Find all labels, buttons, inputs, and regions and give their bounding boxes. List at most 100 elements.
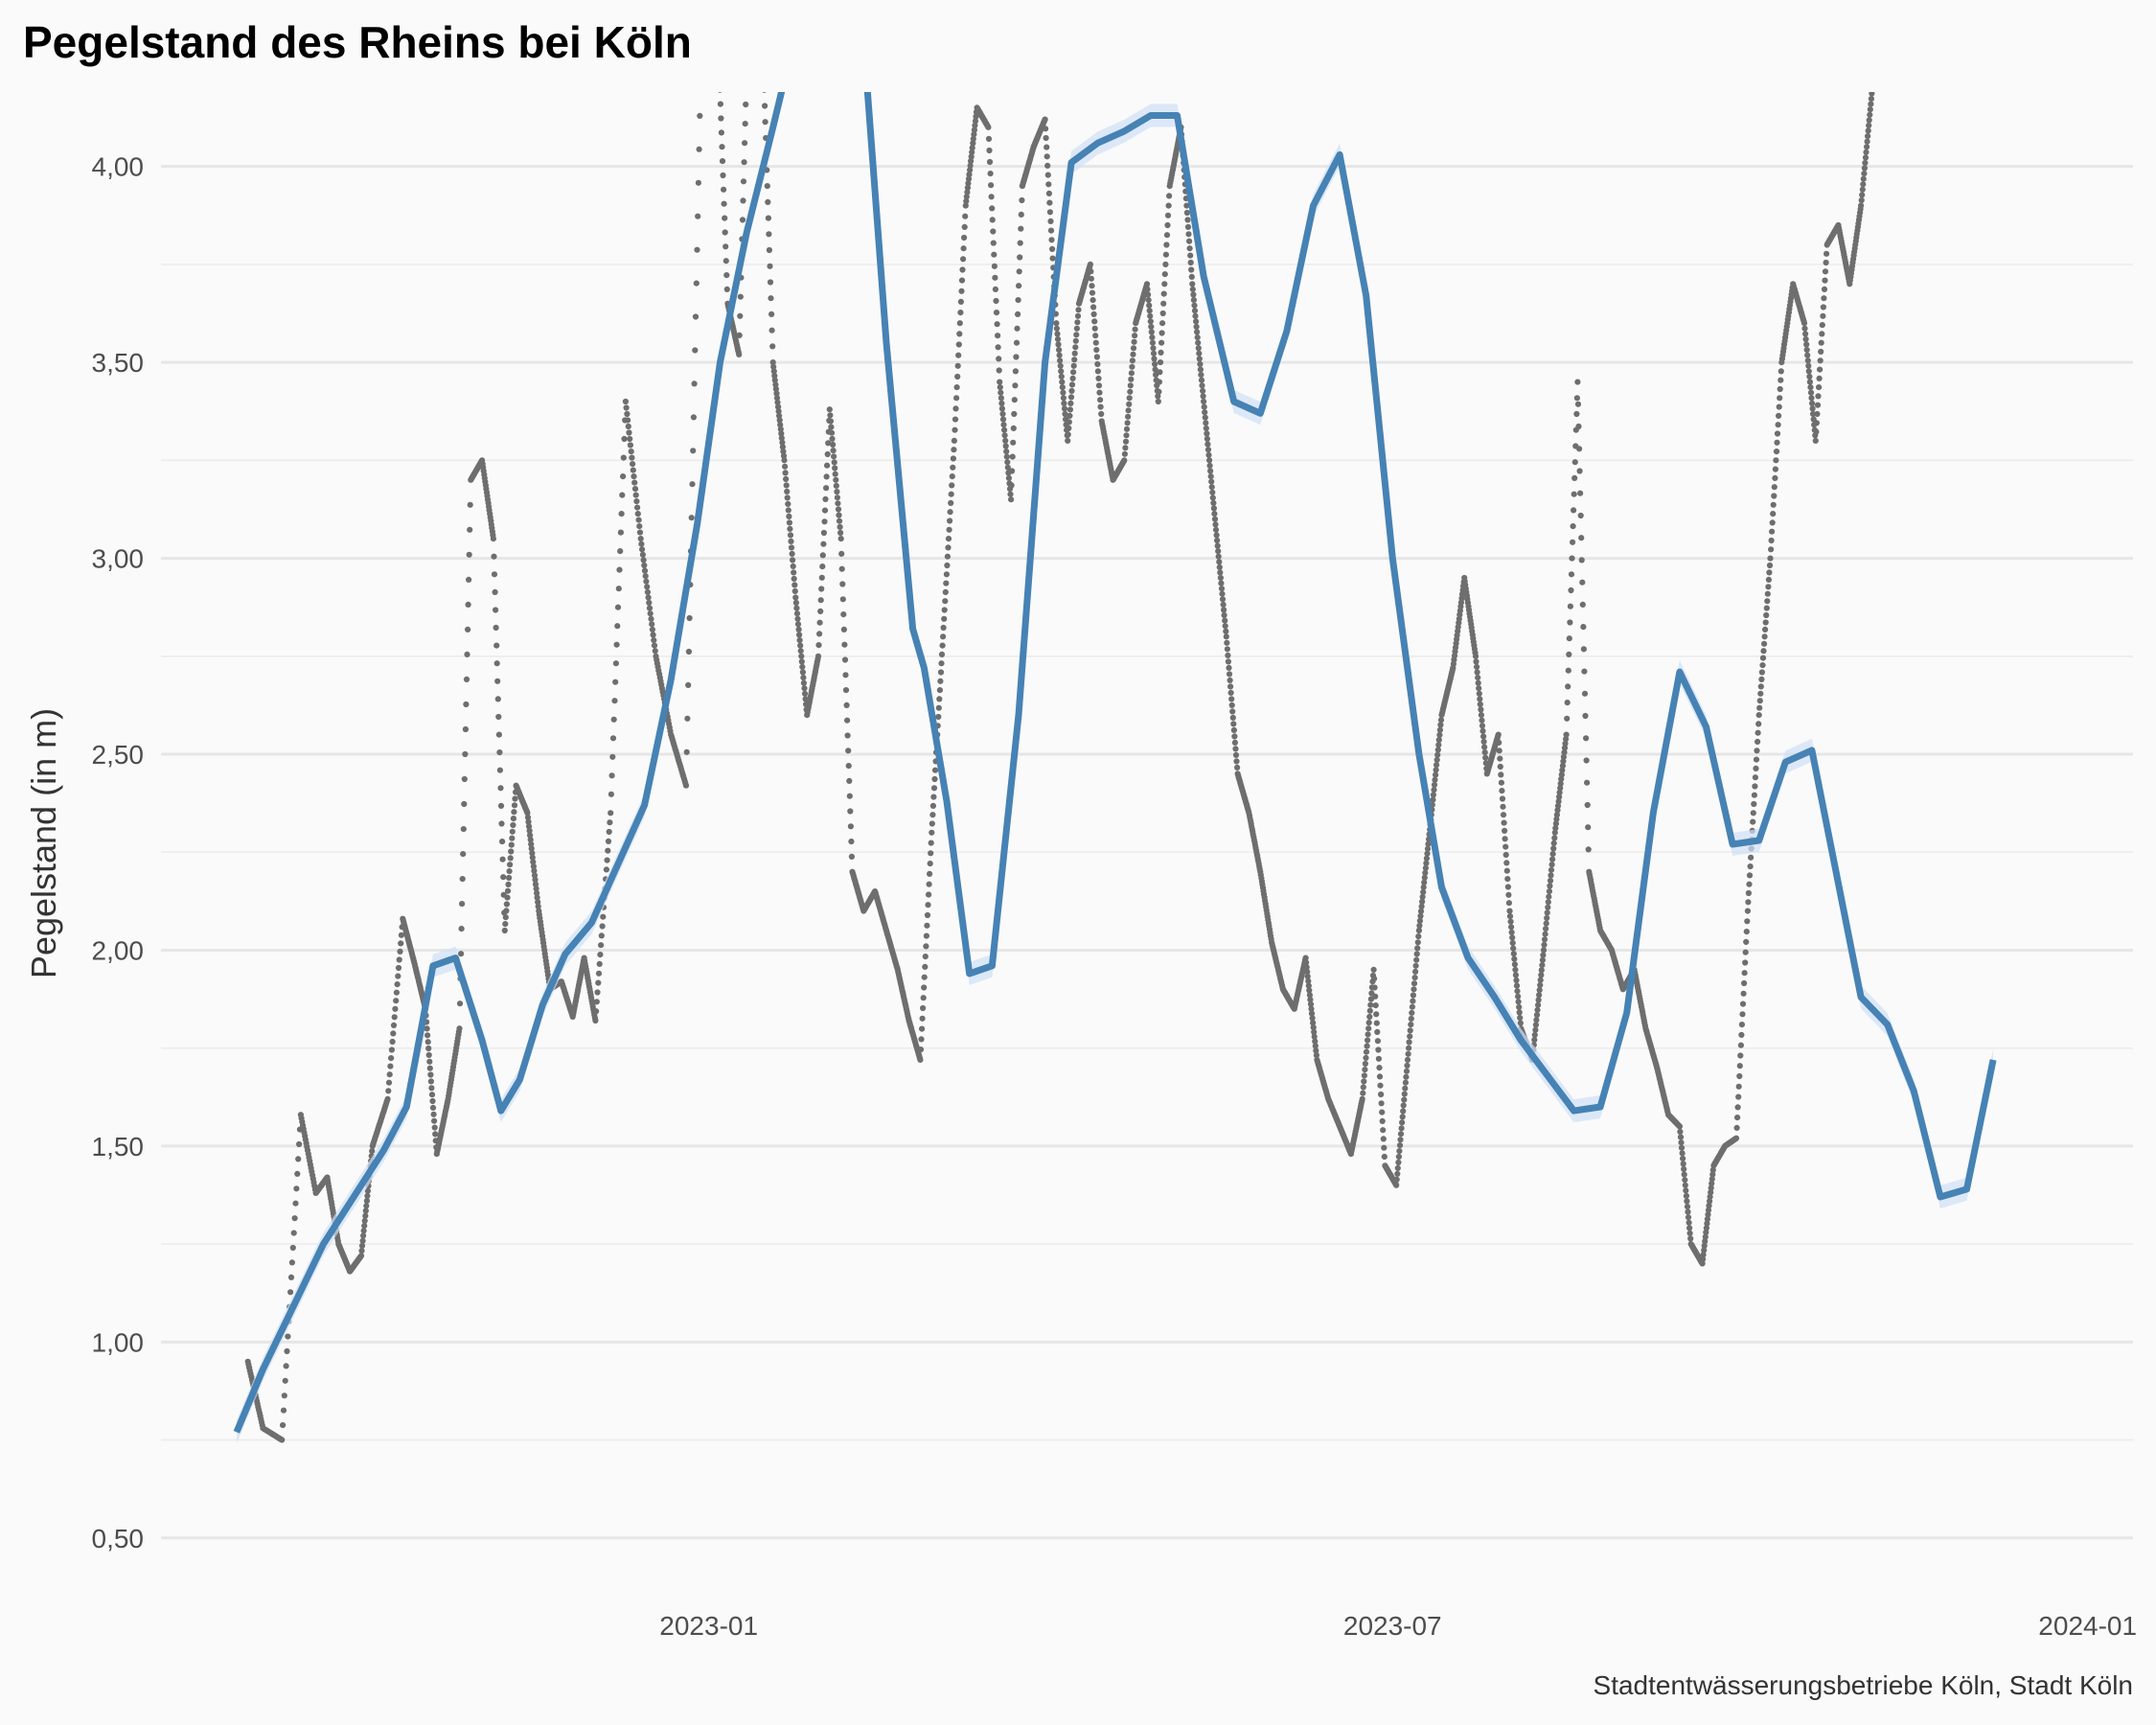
data-point	[1481, 749, 1488, 756]
data-point	[1089, 297, 1096, 304]
data-point	[393, 998, 400, 1004]
data-point	[1516, 1003, 1523, 1010]
data-point	[389, 1038, 396, 1046]
data-point	[1200, 393, 1206, 400]
data-point	[604, 857, 610, 863]
data-point	[1685, 1214, 1692, 1221]
data-point	[1770, 501, 1777, 508]
data-point	[647, 610, 654, 617]
data-point	[837, 523, 843, 531]
data-point	[717, 101, 724, 107]
data-point	[835, 500, 841, 507]
data-point	[1579, 579, 1586, 586]
data-point	[834, 488, 840, 495]
data-point	[766, 246, 773, 254]
data-point	[1090, 304, 1097, 310]
data-point	[1215, 553, 1222, 560]
data-point	[762, 92, 767, 93]
data-point	[646, 599, 653, 607]
data-point	[1553, 816, 1560, 822]
data-point	[1550, 840, 1557, 847]
data-point	[1762, 626, 1769, 633]
data-point	[1071, 350, 1078, 356]
data-point	[1372, 993, 1379, 1000]
data-point	[1744, 918, 1751, 925]
data-point	[1222, 623, 1228, 630]
data-point	[1157, 369, 1163, 376]
data-point	[1365, 1031, 1371, 1038]
data-point	[952, 426, 958, 433]
data-point	[394, 981, 401, 988]
data-point	[1699, 1260, 1706, 1267]
data-point	[923, 943, 929, 950]
data-point	[1701, 1242, 1708, 1250]
data-point	[797, 648, 804, 655]
y-tick-label: 1,00	[92, 1327, 145, 1357]
data-point	[1682, 1177, 1688, 1184]
data-point	[605, 847, 611, 854]
data-point	[1863, 149, 1869, 155]
data-point	[1680, 1155, 1686, 1162]
data-point	[1512, 966, 1519, 974]
data-point	[1816, 375, 1823, 381]
data-point	[1072, 337, 1079, 344]
data-point	[1310, 1020, 1317, 1026]
data-point	[1002, 437, 1009, 444]
data-point	[1537, 977, 1544, 983]
data-point	[1401, 1091, 1408, 1097]
data-point	[1506, 913, 1514, 920]
data-point	[1775, 422, 1781, 428]
data-point	[1580, 624, 1587, 631]
data-point	[1539, 956, 1546, 963]
data-point	[610, 716, 617, 723]
data-point	[1511, 955, 1518, 962]
data-point	[490, 536, 496, 542]
data-point	[1054, 331, 1061, 337]
data-point	[1565, 683, 1571, 690]
data-point	[1771, 493, 1778, 499]
data-point	[1425, 840, 1432, 847]
data-point	[1363, 1048, 1370, 1055]
data-point	[796, 637, 803, 644]
data-point	[608, 791, 615, 797]
data-point	[1304, 973, 1311, 980]
data-point	[937, 669, 945, 676]
data-point	[723, 286, 730, 292]
data-point	[1196, 356, 1203, 362]
data-point	[384, 1095, 391, 1102]
data-point	[737, 293, 744, 300]
data-point	[1859, 186, 1866, 193]
data-point	[1767, 555, 1774, 562]
data-point	[816, 631, 823, 637]
data-point	[795, 626, 802, 633]
data-point	[785, 507, 791, 514]
data-point	[1736, 1063, 1743, 1070]
data-point	[1218, 586, 1226, 592]
data-point	[502, 914, 509, 921]
data-point	[508, 848, 515, 855]
data-point	[1435, 742, 1442, 748]
data-point	[743, 101, 749, 108]
data-point	[1396, 1142, 1404, 1149]
data-point	[1556, 794, 1563, 800]
data-point	[1228, 702, 1235, 709]
data-point	[944, 562, 951, 569]
data-point	[1758, 669, 1765, 676]
data-point	[424, 1039, 431, 1046]
data-point	[997, 384, 1003, 391]
data-point	[1065, 431, 1071, 438]
data-point	[388, 1055, 395, 1062]
data-point	[1060, 389, 1067, 396]
data-point	[960, 256, 967, 263]
data-point	[1809, 400, 1816, 406]
data-point	[1583, 757, 1590, 764]
data-point	[1535, 1001, 1542, 1008]
data-point	[1093, 347, 1100, 354]
data-point	[1049, 245, 1056, 252]
data-point	[1307, 997, 1314, 1003]
data-point	[1752, 774, 1758, 781]
data-point	[939, 642, 946, 649]
data-point	[958, 288, 965, 294]
data-point	[950, 455, 957, 462]
data-point	[1163, 232, 1171, 239]
